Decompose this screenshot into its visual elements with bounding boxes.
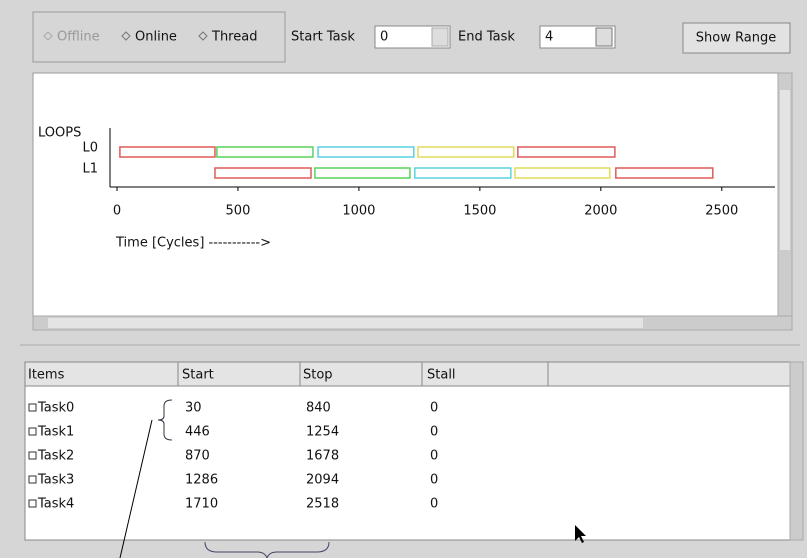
start-task-label: Start Task (291, 30, 355, 45)
column-header: Start (182, 368, 214, 383)
x-label: Time [Cycles] -----------> (115, 236, 271, 251)
v-scrollbar[interactable] (790, 362, 803, 540)
cell: Task1 (37, 425, 74, 440)
column-header: Stall (427, 368, 456, 383)
cell: 840 (306, 401, 331, 416)
end-task-label: End Task (458, 30, 515, 45)
page: {"toolbar": {"modes": ["Offline", "Onlin… (0, 0, 807, 558)
scroll-thumb[interactable] (48, 318, 643, 328)
end-task-value: 4 (545, 30, 553, 45)
cell: 30 (185, 401, 202, 416)
cell: 1678 (306, 449, 339, 464)
start-task-value: 0 (380, 30, 388, 45)
cell: Task4 (37, 497, 74, 512)
mode-label: Online (135, 30, 177, 45)
cell: 0 (430, 401, 438, 416)
spin-button[interactable] (596, 28, 612, 46)
show-range-label: Show Range (696, 31, 776, 46)
column-header: Items (28, 368, 65, 383)
cell: 0 (430, 425, 438, 440)
x-tick-label: 2500 (705, 204, 738, 219)
cell: 0 (430, 449, 438, 464)
y-title: LOOPS (38, 126, 81, 141)
cell: 2518 (306, 497, 339, 512)
x-tick-label: 500 (226, 204, 251, 219)
table-header (25, 362, 790, 386)
mode-label: Offline (57, 30, 100, 45)
scroll-thumb[interactable] (780, 90, 790, 250)
row-label: L0 (82, 141, 98, 156)
chart-panel (33, 73, 778, 316)
mode-label: Thread (211, 30, 257, 45)
cell: 1286 (185, 473, 218, 488)
row-label: L1 (82, 162, 98, 177)
cell: 0 (430, 473, 438, 488)
cell: Task2 (37, 449, 74, 464)
table-body (25, 386, 790, 540)
cell: 870 (185, 449, 210, 464)
cell: 1710 (185, 497, 218, 512)
cell: 0 (430, 497, 438, 512)
column-header: Stop (303, 368, 333, 383)
x-tick-label: 1000 (342, 204, 375, 219)
cell: Task0 (37, 401, 74, 416)
cell: 446 (185, 425, 210, 440)
cell: 2094 (306, 473, 339, 488)
cell: Task3 (37, 473, 74, 488)
screen: Offline Online Thread Start Task 0 End T… (0, 0, 807, 558)
cell: 1254 (306, 425, 339, 440)
x-tick-label: 1500 (463, 204, 496, 219)
spin-button[interactable] (432, 28, 448, 46)
x-tick-label: 2000 (584, 204, 617, 219)
x-tick-label: 0 (113, 204, 121, 219)
